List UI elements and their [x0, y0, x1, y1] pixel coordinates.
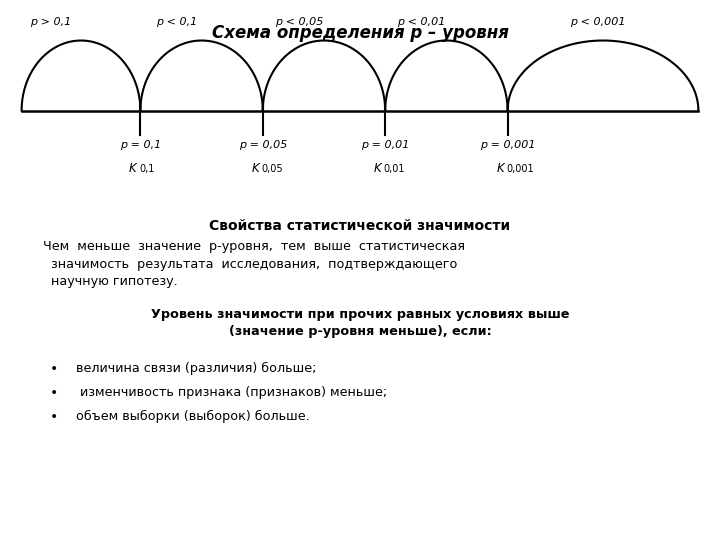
- Text: K: K: [374, 162, 382, 175]
- Text: K: K: [129, 162, 137, 175]
- Text: изменчивость признака (признаков) меньше;: изменчивость признака (признаков) меньше…: [76, 386, 387, 399]
- Text: K: K: [251, 162, 259, 175]
- Text: Свойства статистической значимости: Свойства статистической значимости: [210, 219, 510, 233]
- Text: p = 0,01: p = 0,01: [361, 140, 410, 151]
- Text: 0,1: 0,1: [139, 164, 154, 174]
- Text: p < 0,01: p < 0,01: [397, 17, 446, 27]
- Text: p < 0,1: p < 0,1: [156, 17, 197, 27]
- Text: •: •: [50, 362, 58, 376]
- Text: p = 0,001: p = 0,001: [480, 140, 536, 151]
- Text: •: •: [50, 386, 58, 400]
- Text: p < 0,001: p < 0,001: [570, 17, 626, 27]
- Text: p > 0,1: p > 0,1: [30, 17, 71, 27]
- Text: •: •: [50, 410, 58, 424]
- Text: p = 0,05: p = 0,05: [238, 140, 287, 151]
- Text: p < 0,05: p < 0,05: [274, 17, 323, 27]
- Text: 0,01: 0,01: [384, 164, 405, 174]
- Text: Чем  меньше  значение  p-уровня,  тем  выше  статистическая
  значимость  резуль: Чем меньше значение p-уровня, тем выше с…: [43, 240, 465, 288]
- Text: Уровень значимости при прочих равных условиях выше
(значение p-уровня меньше), е: Уровень значимости при прочих равных усл…: [150, 308, 570, 338]
- Text: p = 0,1: p = 0,1: [120, 140, 161, 151]
- Text: Схема определения р – уровня: Схема определения р – уровня: [212, 24, 508, 42]
- Text: K: K: [496, 162, 504, 175]
- Text: 0,001: 0,001: [506, 164, 534, 174]
- Text: 0,05: 0,05: [261, 164, 283, 174]
- Text: объем выборки (выборок) больше.: объем выборки (выборок) больше.: [76, 410, 310, 423]
- Text: величина связи (различия) больше;: величина связи (различия) больше;: [76, 362, 316, 375]
